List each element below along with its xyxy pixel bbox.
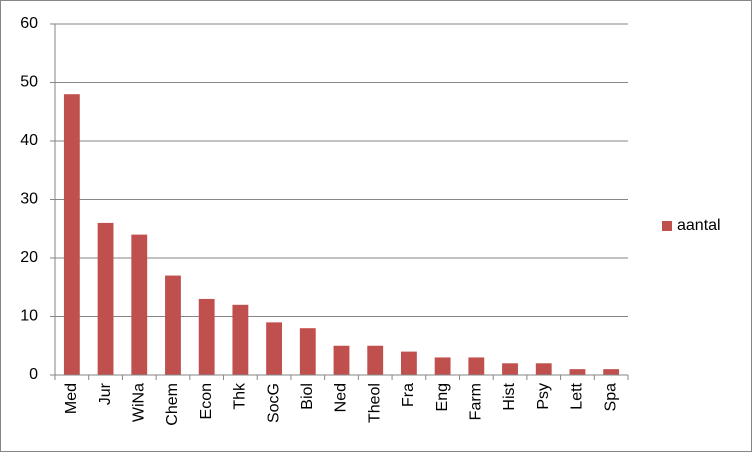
bar: [232, 304, 249, 375]
bar: [131, 234, 148, 375]
bar: [97, 222, 114, 375]
x-tick-label: Lett: [569, 382, 586, 409]
bar: [569, 369, 586, 375]
bar: [367, 345, 384, 375]
legend-label: aantal: [677, 217, 721, 234]
y-tick-label: 50: [20, 74, 38, 91]
x-tick-label: Thk: [232, 382, 249, 410]
x-tick-label: Fra: [400, 383, 417, 407]
bar: [299, 328, 316, 375]
y-tick-label: 0: [29, 366, 38, 383]
x-tick-label: Chem: [164, 383, 181, 426]
x-tick-label: Farm: [468, 383, 485, 420]
x-tick-label: WiNa: [130, 383, 147, 422]
x-tick-label: Hist: [501, 382, 518, 410]
x-tick-label: Jur: [97, 382, 114, 405]
x-tick-label: Theol: [366, 383, 383, 423]
x-tick-label: Biol: [299, 383, 316, 410]
x-tick-label: Psy: [535, 383, 552, 410]
x-tick-label: Med: [63, 383, 80, 414]
bar: [63, 94, 80, 375]
x-tick-label: Econ: [198, 383, 215, 419]
bar: [603, 369, 620, 375]
y-tick-label: 60: [20, 15, 38, 32]
y-tick-label: 10: [20, 308, 38, 325]
bar: [333, 345, 350, 375]
bar: [502, 363, 518, 375]
bar: [266, 322, 283, 375]
bar: [535, 363, 552, 375]
x-tick-label: Eng: [434, 383, 451, 411]
x-tick-label: SocG: [265, 383, 282, 423]
bar: [400, 351, 417, 375]
x-tick-label: Spa: [602, 383, 619, 412]
bar: [165, 275, 181, 375]
y-tick-label: 20: [20, 249, 38, 266]
bar: [468, 357, 485, 375]
legend-swatch: [662, 221, 672, 231]
bar: [198, 298, 215, 375]
y-tick-label: 30: [20, 191, 38, 208]
y-tick-label: 40: [20, 132, 38, 149]
x-tick-label: Ned: [333, 383, 350, 412]
bar: [434, 357, 451, 375]
